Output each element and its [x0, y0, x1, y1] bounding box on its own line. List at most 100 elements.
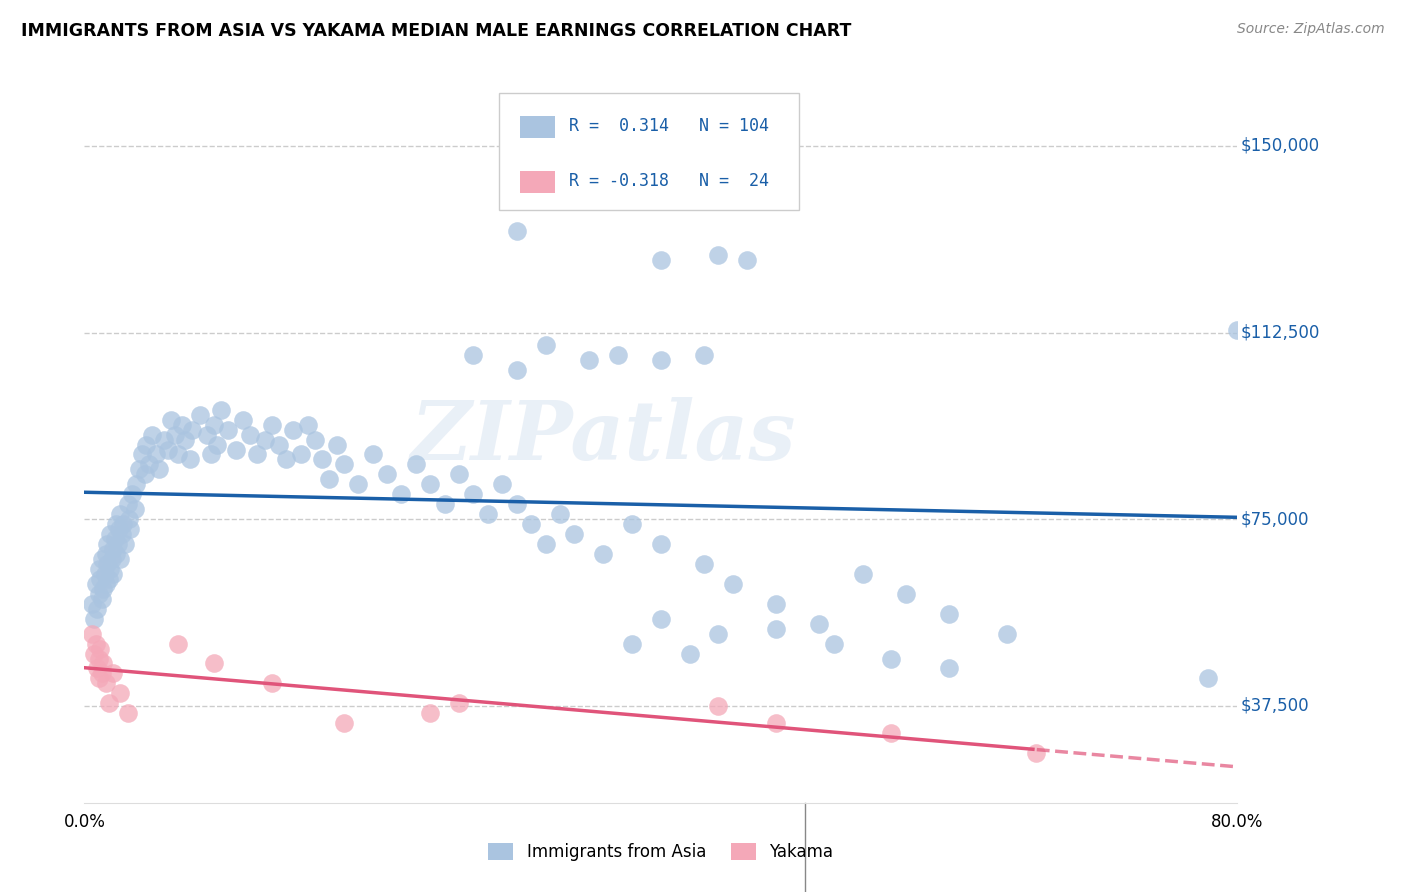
Point — [84, 577, 107, 591]
FancyBboxPatch shape — [499, 94, 799, 211]
Point — [97, 696, 120, 710]
Point — [93, 566, 115, 581]
Point — [195, 427, 218, 442]
Point — [852, 566, 875, 581]
Text: $75,000: $75,000 — [1240, 510, 1309, 528]
Point — [114, 537, 136, 551]
Point — [87, 587, 110, 601]
Point — [156, 442, 179, 457]
Text: R =  0.314   N = 104: R = 0.314 N = 104 — [568, 117, 769, 136]
Point — [333, 458, 356, 472]
Point — [506, 363, 529, 377]
Point — [707, 248, 730, 262]
Point — [105, 517, 128, 532]
Point — [167, 636, 190, 650]
Point — [103, 542, 124, 557]
Point — [87, 651, 110, 665]
Point — [463, 487, 485, 501]
Point — [1025, 746, 1047, 760]
Point — [98, 527, 121, 541]
Point — [103, 566, 124, 581]
Point — [124, 502, 146, 516]
Point — [375, 467, 398, 482]
Point — [721, 577, 744, 591]
Text: $150,000: $150,000 — [1240, 137, 1320, 155]
Point — [134, 467, 156, 482]
Point — [938, 661, 960, 675]
Point — [621, 517, 644, 532]
Point — [83, 612, 105, 626]
Point — [304, 433, 326, 447]
Text: IMMIGRANTS FROM ASIA VS YAKAMA MEDIAN MALE EARNINGS CORRELATION CHART: IMMIGRANTS FROM ASIA VS YAKAMA MEDIAN MA… — [21, 22, 852, 40]
Point — [91, 582, 114, 596]
Point — [94, 676, 117, 690]
Point — [188, 408, 211, 422]
Point — [97, 572, 120, 586]
Point — [117, 706, 139, 721]
Point — [110, 686, 132, 700]
Point — [112, 517, 135, 532]
Point — [880, 726, 903, 740]
Point — [650, 537, 672, 551]
Point — [267, 437, 290, 451]
Point — [125, 477, 148, 491]
Point — [103, 666, 124, 681]
Point — [463, 348, 485, 362]
Point — [449, 696, 471, 710]
Point — [765, 716, 787, 731]
Point — [118, 512, 141, 526]
Point — [96, 537, 118, 551]
Point — [606, 348, 628, 362]
Point — [679, 647, 702, 661]
Point — [90, 552, 112, 566]
Text: R = -0.318   N =  24: R = -0.318 N = 24 — [568, 172, 769, 190]
Point — [1226, 323, 1249, 337]
Point — [520, 517, 543, 532]
Point — [181, 423, 204, 437]
Point — [205, 437, 228, 451]
Point — [650, 253, 672, 268]
Point — [90, 666, 112, 681]
Point — [290, 448, 312, 462]
Point — [165, 427, 187, 442]
Point — [121, 487, 143, 501]
Point — [506, 224, 529, 238]
Point — [117, 497, 139, 511]
Point — [564, 527, 586, 541]
Point — [87, 562, 110, 576]
Point — [84, 636, 107, 650]
Point — [650, 612, 672, 626]
Point — [823, 636, 845, 650]
Point — [938, 607, 960, 621]
Point — [391, 487, 413, 501]
Point — [534, 537, 557, 551]
Point — [172, 417, 194, 432]
Point — [138, 458, 160, 472]
Point — [86, 601, 108, 615]
Text: Source: ZipAtlas.com: Source: ZipAtlas.com — [1237, 22, 1385, 37]
Point — [361, 448, 384, 462]
Point — [107, 537, 129, 551]
Point — [202, 657, 225, 671]
Point — [98, 562, 121, 576]
Point — [283, 423, 305, 437]
Point — [449, 467, 471, 482]
Point — [325, 437, 347, 451]
Point — [765, 622, 787, 636]
Point — [405, 458, 427, 472]
Point — [120, 522, 142, 536]
Point — [477, 507, 499, 521]
Point — [218, 423, 240, 437]
Point — [179, 452, 201, 467]
Point — [592, 547, 614, 561]
Point — [333, 716, 356, 731]
Point — [87, 672, 110, 686]
FancyBboxPatch shape — [520, 116, 555, 138]
Text: $112,500: $112,500 — [1240, 324, 1320, 342]
Point — [253, 433, 276, 447]
Point — [239, 427, 262, 442]
Point — [548, 507, 571, 521]
Point — [707, 626, 730, 640]
Point — [995, 626, 1018, 640]
Point — [260, 417, 283, 432]
